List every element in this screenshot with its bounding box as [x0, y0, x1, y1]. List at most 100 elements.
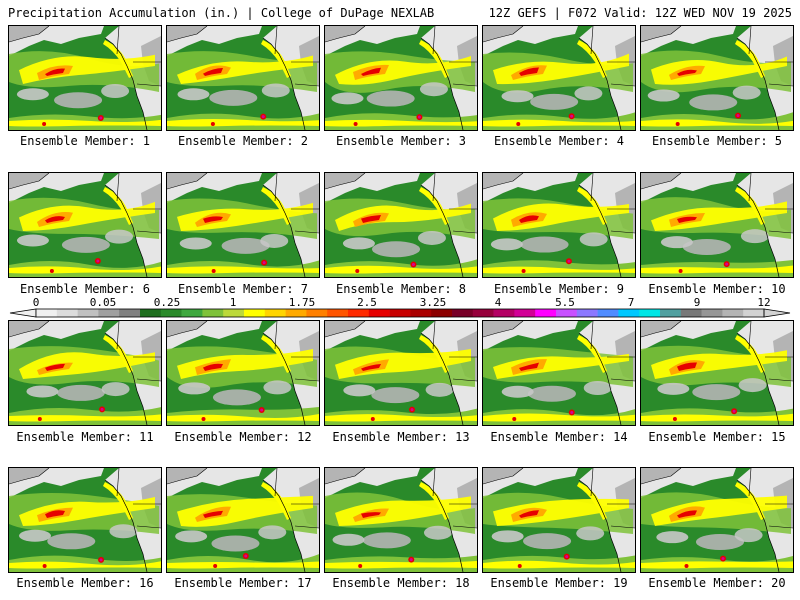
- colorbar-swatch: [597, 309, 619, 317]
- precipitation-map: [483, 173, 635, 277]
- colorbar-swatch: [348, 309, 370, 317]
- precipitation-map: [325, 468, 477, 572]
- colorbar-swatch: [660, 309, 682, 317]
- ensemble-map-panel: [324, 172, 478, 278]
- ensemble-map-panel: [166, 320, 320, 426]
- colorbar-swatch: [722, 309, 744, 317]
- colorbar-tick-label: 0.25: [153, 296, 181, 309]
- colorbar-swatch: [327, 309, 349, 317]
- precipitation-map: [641, 26, 793, 130]
- ensemble-member-label: Ensemble Member: 18: [332, 576, 470, 590]
- ensemble-member-label: Ensemble Member: 1: [19, 134, 151, 148]
- colorbar-swatch: [701, 309, 723, 317]
- colorbar-swatch: [618, 309, 640, 317]
- colorbar-outline: [35, 308, 765, 318]
- ensemble-member-label: Ensemble Member: 19: [490, 576, 628, 590]
- colorbar-swatch: [639, 309, 661, 317]
- colorbar-tick-label: 3.25: [419, 296, 447, 309]
- ensemble-member-label: Ensemble Member: 2: [177, 134, 309, 148]
- ensemble-map-panel: [482, 25, 636, 131]
- precipitation-map: [325, 321, 477, 425]
- ensemble-map-panel: [482, 320, 636, 426]
- precipitation-map: [9, 468, 161, 572]
- ensemble-member-label: Ensemble Member: 12: [174, 430, 312, 444]
- ensemble-member-label: Ensemble Member: 9: [493, 282, 625, 296]
- colorbar-swatch: [680, 309, 702, 317]
- colorbar-swatch: [306, 309, 328, 317]
- colorbar-swatch: [264, 309, 286, 317]
- ensemble-map-panel: [324, 320, 478, 426]
- colorbar-max-arrow: [763, 308, 791, 318]
- ensemble-member-label: Ensemble Member: 13: [332, 430, 470, 444]
- colorbar: 0 0.05 0.25 1 1.75 2.5 3.25 4 5.5 7 9 12: [0, 296, 800, 320]
- ensemble-member-label: Ensemble Member: 14: [490, 430, 628, 444]
- colorbar-swatch: [244, 309, 266, 317]
- precipitation-map: [325, 26, 477, 130]
- colorbar-swatch: [576, 309, 598, 317]
- precipitation-map: [483, 468, 635, 572]
- colorbar-swatch: [223, 309, 245, 317]
- colorbar-tick-label: 4: [494, 296, 502, 309]
- colorbar-graphic: [9, 308, 791, 318]
- colorbar-swatch: [743, 309, 765, 317]
- ensemble-member-label: Ensemble Member: 16: [16, 576, 154, 590]
- colorbar-swatch: [493, 309, 515, 317]
- ensemble-map-panel: [640, 320, 794, 426]
- colorbar-swatch: [36, 309, 58, 317]
- ensemble-map-panel: [8, 467, 162, 573]
- colorbar-swatch: [56, 309, 78, 317]
- precipitation-map: [167, 468, 319, 572]
- model-run-valid-time: 12Z GEFS | F072 Valid: 12Z WED NOV 19 20…: [488, 6, 792, 20]
- colorbar-swatch: [181, 309, 203, 317]
- ensemble-member-label: Ensemble Member: 10: [648, 282, 786, 296]
- colorbar-tick-label: 7: [627, 296, 635, 309]
- colorbar-swatch: [410, 309, 432, 317]
- ensemble-map-panel: [8, 172, 162, 278]
- colorbar-swatch: [472, 309, 494, 317]
- colorbar-swatch: [452, 309, 474, 317]
- precipitation-map: [167, 321, 319, 425]
- colorbar-swatch: [119, 309, 141, 317]
- precipitation-map: [325, 173, 477, 277]
- ensemble-member-label: Ensemble Member: 6: [19, 282, 151, 296]
- ensemble-map-panel: [166, 25, 320, 131]
- ensemble-map-panel: [166, 172, 320, 278]
- ensemble-map-panel: [640, 172, 794, 278]
- precipitation-map: [9, 26, 161, 130]
- precipitation-map: [641, 173, 793, 277]
- colorbar-swatch: [431, 309, 453, 317]
- ensemble-map-panel: [482, 172, 636, 278]
- ensemble-member-label: Ensemble Member: 11: [16, 430, 154, 444]
- ensemble-member-label: Ensemble Member: 8: [335, 282, 467, 296]
- ensemble-map-panel: [482, 467, 636, 573]
- precipitation-map: [641, 321, 793, 425]
- ensemble-map-panel: [324, 25, 478, 131]
- ensemble-map-panel: [8, 25, 162, 131]
- colorbar-tick-label: 1.75: [288, 296, 316, 309]
- precipitation-map: [9, 173, 161, 277]
- ensemble-member-label: Ensemble Member: 3: [335, 134, 467, 148]
- colorbar-swatch: [556, 309, 578, 317]
- colorbar-swatch: [77, 309, 99, 317]
- colorbar-tick-label: 0: [32, 296, 40, 309]
- ensemble-member-label: Ensemble Member: 15: [648, 430, 786, 444]
- ensemble-member-label: Ensemble Member: 5: [651, 134, 783, 148]
- colorbar-swatch: [535, 309, 557, 317]
- colorbar-tick-label: 2.5: [357, 296, 377, 309]
- precipitation-map: [9, 321, 161, 425]
- ensemble-map-panel: [324, 467, 478, 573]
- ensemble-member-label: Ensemble Member: 4: [493, 134, 625, 148]
- colorbar-swatch: [98, 309, 120, 317]
- colorbar-tick-label: 12: [757, 296, 771, 309]
- ensemble-map-panel: [640, 467, 794, 573]
- precipitation-map: [483, 321, 635, 425]
- colorbar-swatch: [160, 309, 182, 317]
- colorbar-swatch: [368, 309, 390, 317]
- colorbar-tick-label: 9: [693, 296, 701, 309]
- precipitation-map: [641, 468, 793, 572]
- colorbar-tick-label: 5.5: [555, 296, 575, 309]
- colorbar-tick-label: 1: [229, 296, 237, 309]
- ensemble-map-panel: [166, 467, 320, 573]
- colorbar-swatch: [514, 309, 536, 317]
- ensemble-member-label: Ensemble Member: 20: [648, 576, 786, 590]
